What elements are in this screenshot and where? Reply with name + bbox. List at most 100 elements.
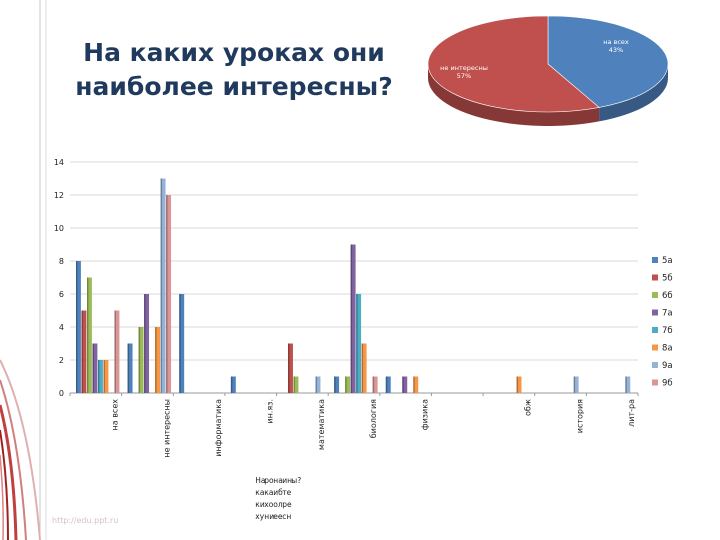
bar-shadow-7б-5 [356, 294, 358, 393]
bar-shadow-8а-1 [155, 327, 157, 393]
bar-shadow-5б-0 [81, 310, 83, 393]
watermark: http://edu.ppt.ru [52, 516, 119, 525]
x-category-label-0: на всех [111, 399, 120, 431]
bar-shadow-9а-9 [625, 376, 627, 393]
legend-label-0: 5а [662, 256, 673, 266]
bar-5а-3 [230, 376, 236, 393]
bar-shadow-9б-5 [372, 376, 375, 393]
pie-slice-side-0 [599, 64, 668, 122]
bar-shadow-8а-0 [103, 360, 105, 393]
legend-swatch-1 [652, 274, 658, 281]
legend-label-5: 8а [662, 344, 673, 354]
x-category-label-9: лит-ра [627, 399, 636, 427]
legend-swatch-0 [652, 257, 658, 263]
y-tick-label-8: 8 [59, 257, 64, 266]
bar-shadow-9а-4 [315, 376, 317, 393]
bar-shadow-6б-4 [293, 376, 295, 393]
pie-label-1: не интересны [440, 64, 488, 72]
bar-shadow-7а-5 [350, 244, 353, 393]
bar-7а-1 [144, 294, 150, 393]
bar-7а-6 [402, 376, 408, 393]
bar-shadow-5а-0 [76, 261, 78, 393]
pie-percent-0: 43% [609, 46, 623, 54]
bar-5б-0 [81, 310, 87, 393]
bar-shadow-8а-7 [516, 376, 518, 393]
bar-6б-5 [345, 376, 351, 393]
bar-shadow-9б-0 [114, 310, 116, 393]
bar-9б-1 [166, 195, 172, 393]
pie-slice-1 [427, 15, 600, 113]
bar-shadow-7а-0 [92, 343, 94, 393]
bar-shadow-7а-6 [402, 376, 404, 393]
bar-shadow-6б-1 [138, 327, 141, 393]
bar-shadow-8а-6 [413, 376, 415, 393]
bar-8а-1 [155, 327, 161, 393]
pie-slice-0 [547, 15, 669, 108]
legend-swatch-7 [652, 379, 658, 386]
bar-5а-1 [127, 343, 133, 393]
legend-label-1: 5б [662, 274, 673, 284]
x-category-label-8: история [575, 399, 584, 433]
y-tick-label-6: 6 [59, 290, 64, 299]
x-category-label-2: информатика [214, 399, 223, 457]
bar-9а-9 [625, 376, 631, 393]
y-tick-label-12: 12 [54, 191, 64, 200]
x-category-label-7: обж [524, 399, 533, 416]
bar-shadow-7а-1 [144, 294, 146, 393]
page-title: На каких уроках они наиболее интересны? [75, 38, 393, 101]
y-tick-label-2: 2 [59, 356, 64, 365]
bar-6б-1 [138, 327, 144, 393]
bar-shadow-9а-1 [160, 178, 163, 393]
x-category-label-wrapped: На ка ки хуро ка хо нина иб ол ееин те ре сны? [255, 476, 301, 521]
bar-8а-6 [413, 376, 419, 393]
legend-swatch-5 [652, 344, 658, 351]
bar-6б-0 [87, 277, 92, 393]
legend-label-7: 9б [662, 379, 673, 389]
x-category-label-6: физика [420, 399, 429, 430]
legend-label-3: 7а [662, 309, 673, 319]
bar-7б-5 [356, 294, 362, 393]
bar-shadow-5а-2 [179, 294, 181, 393]
y-tick-label-4: 4 [59, 323, 64, 332]
bar-6б-4 [293, 376, 299, 393]
bar-8а-0 [103, 360, 109, 393]
bar-9а-8 [573, 376, 579, 393]
x-category-label-3: ин.яз. [266, 399, 275, 424]
bar-8а-5 [361, 343, 367, 393]
pie-percent-1: 57% [457, 72, 471, 80]
y-tick-label-14: 14 [54, 158, 64, 167]
bar-5а-6 [385, 376, 391, 393]
bar-5б-4 [288, 343, 293, 393]
legend-label-4: 7б [662, 326, 673, 336]
legend-swatch-6 [652, 362, 658, 368]
x-category-label-5: биология [369, 399, 378, 438]
bar-shadow-5б-4 [288, 343, 290, 393]
bar-5а-5 [334, 376, 340, 393]
bar-shadow-5а-3 [230, 376, 233, 393]
legend-swatch-4 [652, 327, 658, 333]
bar-9б-0 [114, 310, 120, 393]
bar-shadow-5а-1 [127, 343, 130, 393]
bar-shadow-6б-0 [87, 277, 89, 393]
legend-label-6: 9а [662, 361, 673, 371]
bar-9а-1 [160, 178, 166, 393]
bar-shadow-8а-5 [361, 343, 364, 393]
bar-9б-5 [372, 376, 378, 393]
bar-shadow-5а-5 [334, 376, 336, 393]
bar-shadow-9б-1 [166, 195, 168, 393]
bar-shadow-9а-8 [573, 376, 576, 393]
pie-slice-side-1 [428, 64, 600, 127]
legend-swatch-3 [652, 309, 658, 316]
bar-5а-2 [179, 294, 185, 393]
y-tick-label-10: 10 [54, 224, 64, 233]
x-category-label-1: не интересны [162, 399, 171, 458]
bar-8а-7 [516, 376, 522, 393]
legend-swatch-2 [652, 292, 658, 298]
pie-label-0: на всех [603, 38, 629, 46]
bar-shadow-7б-0 [98, 360, 100, 393]
bar-chart: 0 2 4 6 8 10 12 14 на всех не интересны информатик… [54, 158, 673, 521]
x-category-label-4: математика [317, 399, 326, 450]
bar-7а-5 [350, 244, 356, 393]
